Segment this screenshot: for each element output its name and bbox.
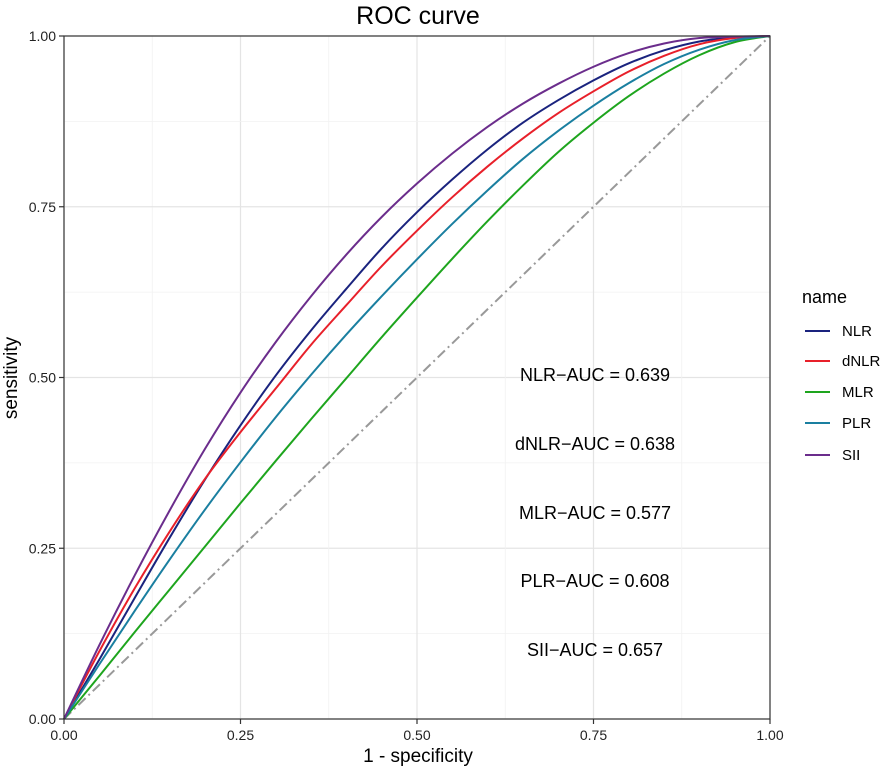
x-axis-title: 1 - specificity	[363, 746, 473, 767]
series-line-plr	[63, 35, 771, 720]
auc-annotation-plr-auc: PLR−AUC = 0.608	[520, 571, 669, 591]
y-axis: 0.00 0.25 0.50 0.75 1.00	[29, 28, 64, 727]
x-axis: 0.00 0.25 0.50 0.75 1.00	[50, 719, 784, 743]
y-tick-label: 0.50	[29, 370, 56, 386]
x-tick-label: 0.25	[227, 727, 254, 743]
y-axis-title: sensitivity	[1, 336, 22, 419]
x-tick-label: 0.50	[403, 727, 430, 743]
series-line-mlr	[63, 35, 771, 720]
y-tick-label: 0.00	[29, 711, 56, 727]
legend-title: name	[802, 287, 847, 307]
x-tick-label: 1.00	[756, 727, 783, 743]
x-tick-label: 0.75	[580, 727, 607, 743]
chart-title: ROC curve	[356, 2, 480, 30]
auc-annotations: NLR−AUC = 0.639 dNLR−AUC = 0.638 MLR−AUC =…	[515, 365, 675, 660]
y-tick-label: 0.25	[29, 540, 56, 556]
legend-label-plr: PLR	[842, 415, 871, 432]
series-line-nlr	[63, 35, 771, 720]
y-tick-label: 1.00	[29, 28, 56, 44]
series-line-dnlr	[63, 35, 771, 720]
legend-label-mlr: MLR	[842, 384, 874, 401]
x-tick-label: 0.00	[50, 727, 77, 743]
reference-diagonal	[63, 35, 771, 720]
auc-annotation-mlr-auc: MLR−AUC = 0.577	[519, 503, 671, 523]
auc-annotation-sii-auc: SII−AUC = 0.657	[527, 640, 663, 660]
legend-label-nlr: NLR	[842, 323, 872, 340]
y-tick-label: 0.75	[29, 199, 56, 215]
auc-annotation-nlr-auc: NLR−AUC = 0.639	[520, 365, 670, 385]
series-line-sii	[63, 35, 771, 720]
auc-annotation-dnlr-auc: dNLR−AUC = 0.638	[515, 434, 675, 454]
legend-label-sii: SII	[842, 447, 860, 464]
legend: name NLR dNLR MLR PLR SII	[802, 287, 881, 464]
series-group	[63, 35, 771, 720]
legend-label-dnlr: dNLR	[842, 353, 881, 370]
